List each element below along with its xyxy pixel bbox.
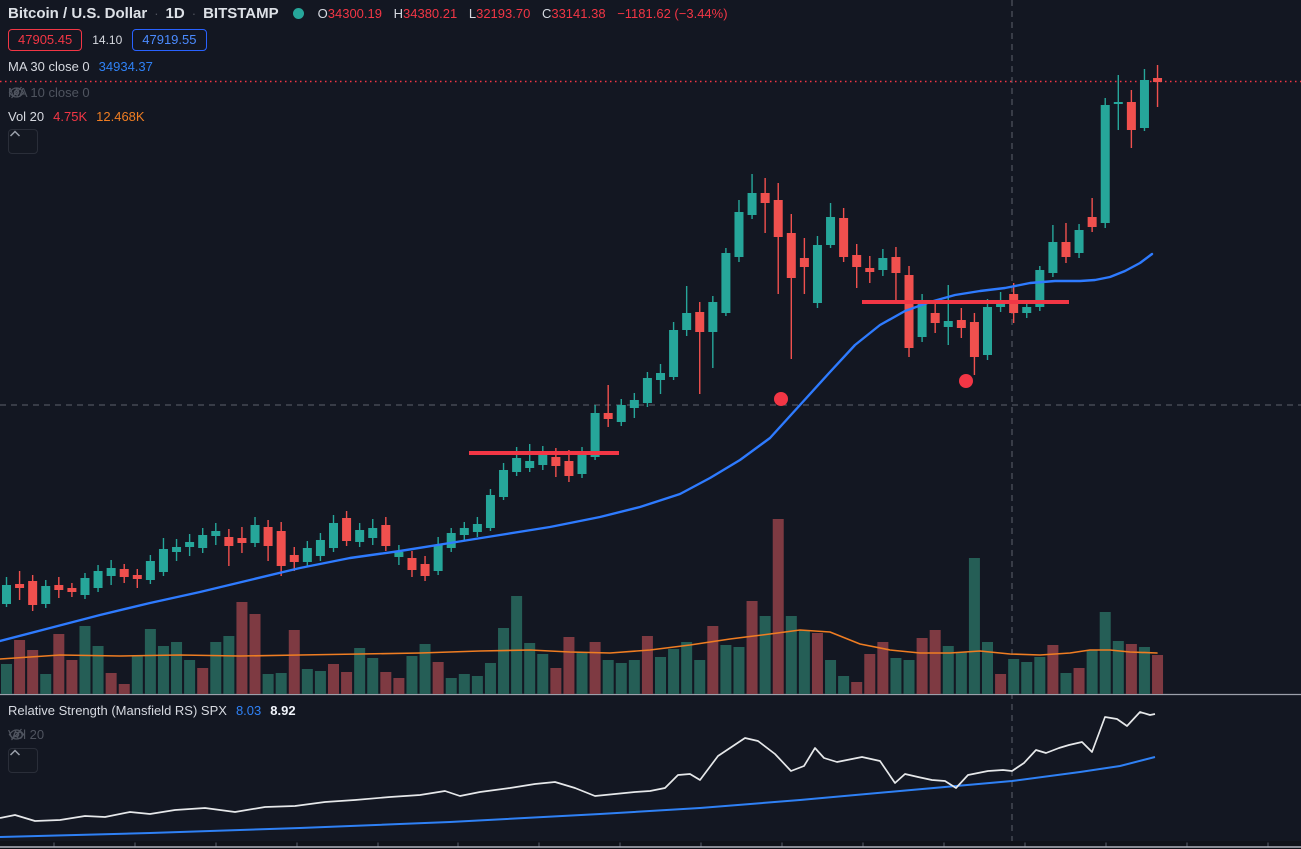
rs-volume-legend[interactable]: Vol 20 [8,727,54,742]
symbol-header: Bitcoin / U.S. Dollar · 1D · BITSTAMP O3… [8,3,728,24]
ma10-legend[interactable]: MA 10 close 0 [8,85,100,100]
volume-legend[interactable]: Vol 20 4.75K 12.468K [8,109,145,124]
spread-value: 14.10 [92,33,123,47]
chevron-up-icon [9,749,21,756]
buy-price-button[interactable]: 47919.55 [132,29,207,51]
chevron-up-icon [9,130,21,137]
high-value: 34380.21 [403,6,458,21]
volume-value-1: 4.75K [53,109,88,124]
ma30-legend[interactable]: MA 30 close 0 34934.37 [8,59,153,74]
ma30-value: 34934.37 [98,59,153,74]
low-value: 32193.70 [476,6,531,21]
change-value: −1181.62 (−3.44%) [617,6,728,21]
collapse-pane-button[interactable] [8,748,38,773]
rs-indicator-legend[interactable]: Relative Strength (Mansfield RS) SPX 8.0… [8,703,296,718]
open-label: O [317,6,328,21]
close-value: 33141.38 [551,6,606,21]
high-label: H [393,6,403,21]
ma10-label[interactable]: MA 10 close 0 [8,85,90,100]
rs-label[interactable]: Relative Strength (Mansfield RS) SPX [8,703,227,718]
volume-value-2: 12.468K [96,109,145,124]
collapse-pane-button[interactable] [8,129,38,154]
symbol-title[interactable]: Bitcoin / U.S. Dollar [8,5,148,22]
interval-label[interactable]: 1D [165,5,185,22]
sell-price-button[interactable]: 47905.45 [8,29,83,51]
rs-value-1: 8.03 [235,703,262,718]
market-status-icon[interactable] [292,8,304,19]
ma30-label[interactable]: MA 30 close 0 [8,59,90,74]
title-separator: · [154,6,159,21]
rs-volume-label[interactable]: Vol 20 [8,727,45,742]
title-separator: · [191,6,197,21]
exchange-label: BITSTAMP [203,5,279,22]
volume-label[interactable]: Vol 20 [8,109,45,124]
ohlc-readout: O34300.19 H34380.21 L32193.70 C33141.38 … [318,6,728,21]
bid-ask-row: 47905.45 14.10 47919.55 [8,29,207,51]
close-label: C [541,6,552,21]
rs-value-2: 8.92 [270,703,296,718]
open-value: 34300.19 [327,6,382,21]
low-label: L [468,6,477,21]
